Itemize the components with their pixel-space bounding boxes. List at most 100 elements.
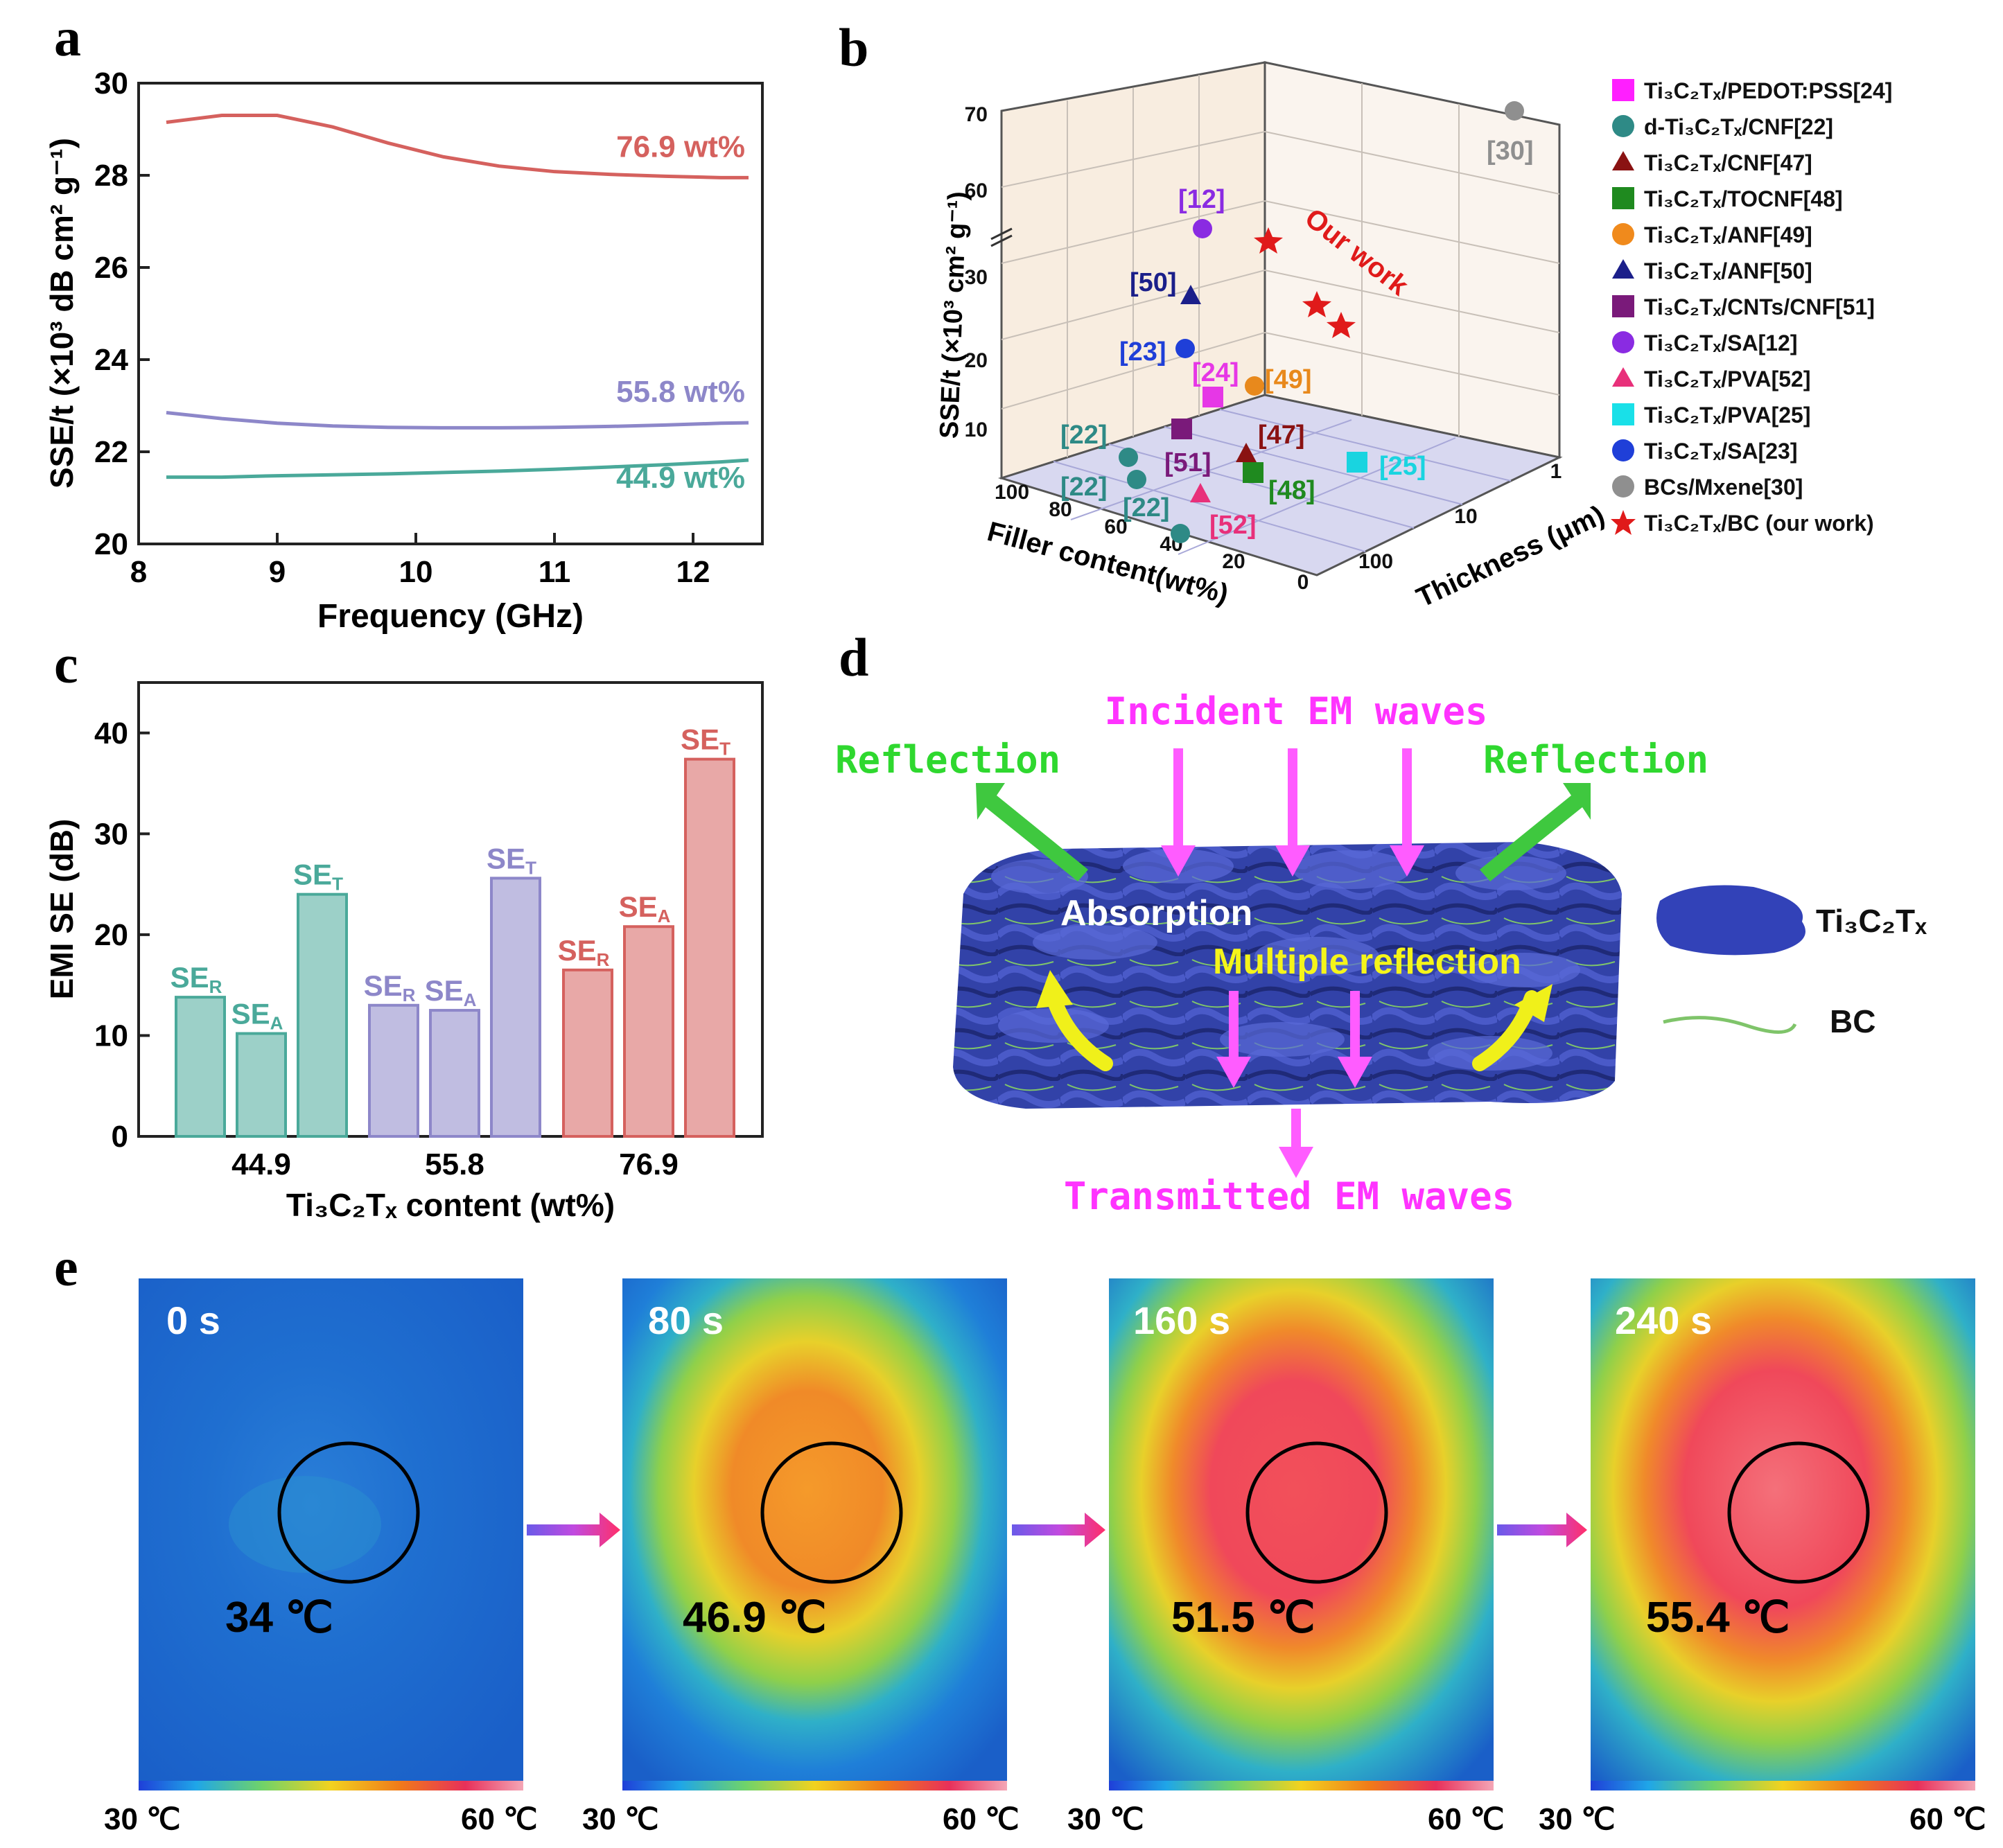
- b-legend-label: Ti₃C₂Tₓ/BC (our work): [1644, 511, 1874, 536]
- scale-min-2: 30 ℃: [1067, 1802, 1144, 1836]
- temp-label-2: 51.5 ℃: [1171, 1594, 1315, 1642]
- panel-label-d: d: [839, 627, 868, 687]
- transition-arrow-1: [527, 1513, 620, 1547]
- c-bar: [562, 968, 613, 1138]
- c-bar-label: SEA: [231, 998, 283, 1034]
- c-bar: [297, 892, 348, 1138]
- b-legend-marker: [1612, 187, 1634, 209]
- b-point-marker: [1171, 419, 1192, 439]
- b-point-marker: [1190, 483, 1211, 502]
- b-filler-tick: 20: [1222, 550, 1245, 573]
- b-point-label: [12]: [1178, 185, 1225, 214]
- panel-label-c: c: [54, 634, 78, 694]
- time-label-2: 160 s: [1133, 1299, 1230, 1342]
- bc-fiber-icon: [1663, 1016, 1797, 1034]
- color-scale-3: [1591, 1781, 1975, 1790]
- b-point-label: [22]: [1060, 473, 1108, 502]
- b-legend-marker: [1612, 403, 1634, 425]
- a-series-line-2: [166, 458, 749, 479]
- a-ytick-label: 22: [94, 435, 128, 469]
- c-bar-label: SEA: [425, 974, 477, 1010]
- scale-max-0: 60 ℃: [461, 1802, 538, 1836]
- b-ytick-label: 10: [965, 419, 988, 441]
- b-legend-label: d-Ti₃C₂Tₓ/CNF[22]: [1644, 114, 1833, 139]
- thermal-frame-2: [1109, 1278, 1494, 1781]
- scale-min-3: 30 ℃: [1539, 1802, 1616, 1836]
- b-legend-label: Ti₃C₂Tₓ/ANF[49]: [1644, 222, 1812, 247]
- b-point-label: [22]: [1123, 493, 1170, 522]
- our-work-star-2: [1302, 291, 1331, 317]
- b-ytick-label: 70: [965, 103, 988, 126]
- a-series-line-0: [166, 114, 749, 179]
- legend-bc-label: BC: [1830, 1003, 1875, 1039]
- b-legend-label: Ti₃C₂Tₓ/SA[12]: [1644, 331, 1798, 355]
- c-bar: [429, 1009, 480, 1138]
- b-point-label: [47]: [1258, 421, 1305, 450]
- thermal-frame-3: [1591, 1278, 1975, 1781]
- b-legend-label: Ti₃C₂Tₓ/PVA[25]: [1644, 403, 1810, 428]
- a-ytick-label: 28: [94, 159, 128, 193]
- legend-mxene-label: Ti₃C₂Tₓ: [1816, 903, 1927, 939]
- mxene-flake-icon: [1656, 885, 1805, 956]
- transition-arrow-3: [1497, 1513, 1587, 1547]
- temp-label-0: 34 ℃: [225, 1594, 333, 1642]
- b-legend-label: Ti₃C₂Tₓ/PVA[52]: [1644, 367, 1810, 391]
- b-legend-marker: [1612, 367, 1634, 387]
- c-bar-label: SET: [487, 842, 536, 878]
- b-point-label: [22]: [1060, 421, 1108, 450]
- color-scale-1: [622, 1781, 1007, 1790]
- a-ytick-label: 26: [94, 251, 128, 285]
- b-filler-tick: 0: [1297, 571, 1309, 594]
- panel-label-b: b: [839, 17, 868, 78]
- c-ytick-label: 20: [94, 918, 128, 952]
- diagram-d: Incident EM waves Reflection Reflection …: [835, 689, 1927, 1218]
- c-bar: [684, 757, 735, 1138]
- a-xtick-label: 10: [399, 555, 433, 589]
- b-point-marker: [1180, 285, 1201, 304]
- chart-a-xlabel: Frequency (GHz): [317, 598, 584, 635]
- b-point-label: [24]: [1192, 358, 1239, 387]
- scale-max-1: 60 ℃: [943, 1802, 1020, 1836]
- chart-a-ylabel: SSE/t (×10³ dB cm² g⁻¹): [44, 138, 80, 489]
- c-bar: [368, 1003, 419, 1138]
- b-point-marker: [1202, 387, 1223, 407]
- c-ytick-label: 0: [112, 1120, 128, 1154]
- b-thickness-tick: 100: [1358, 550, 1393, 573]
- chart-c-ylabel: EMI SE (dB): [44, 819, 80, 1000]
- b-point-marker: [1245, 376, 1264, 396]
- color-scale-2: [1109, 1781, 1494, 1790]
- c-bar: [490, 877, 541, 1138]
- measurement-circle-2: [1245, 1441, 1388, 1584]
- b-legend-marker: [1612, 151, 1634, 170]
- measurement-circle-1: [760, 1441, 903, 1584]
- b-point-marker: [1127, 470, 1146, 489]
- panel-label-e: e: [54, 1237, 78, 1297]
- c-bar: [623, 925, 674, 1138]
- b-point-label: [48]: [1268, 476, 1315, 505]
- chart-a-frame: [137, 82, 764, 545]
- time-label-3: 240 s: [1615, 1299, 1712, 1342]
- b-point-marker: [1505, 101, 1524, 121]
- time-label-0: 0 s: [166, 1299, 220, 1342]
- b-point-label: [23]: [1119, 337, 1166, 367]
- b-legend-marker: [1612, 475, 1634, 498]
- b-legend-marker: [1611, 510, 1636, 535]
- our-work-star-1: [1254, 227, 1283, 254]
- c-bar: [175, 996, 226, 1138]
- a-xtick-label: 8: [130, 555, 147, 589]
- b-point-label: [49]: [1265, 365, 1312, 394]
- reflection-left-label: Reflection: [835, 738, 1060, 782]
- measurement-circle-3: [1727, 1441, 1870, 1584]
- chart-c-xlabel: Ti₃C₂Tₓ content (wt%): [286, 1187, 615, 1223]
- c-bar: [236, 1032, 287, 1138]
- scale-max-2: 60 ℃: [1428, 1802, 1505, 1836]
- b-legend-label: Ti₃C₂Tₓ/PEDOT:PSS[24]: [1644, 78, 1892, 103]
- b-legend-label: Ti₃C₂Tₓ/CNTs/CNF[51]: [1644, 294, 1875, 319]
- time-label-1: 80 s: [648, 1299, 724, 1342]
- b-point-marker: [1193, 219, 1212, 238]
- measurement-circle-0: [277, 1441, 420, 1584]
- thermal-frame-1: [622, 1278, 1007, 1781]
- b-point-label: [52]: [1209, 511, 1257, 540]
